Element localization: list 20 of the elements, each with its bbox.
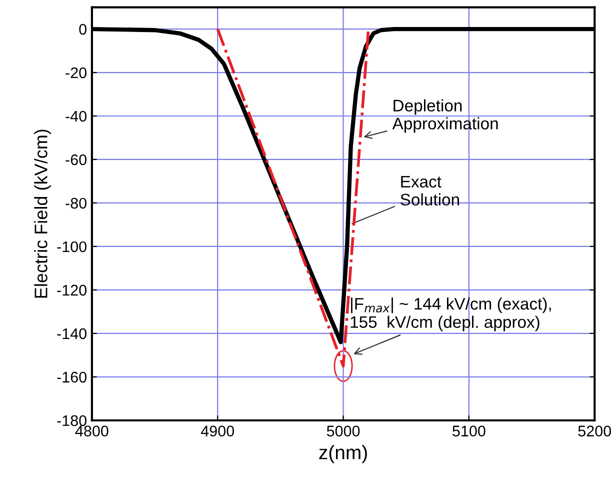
- x-tick-label: 5000: [326, 426, 360, 436]
- y-tick-label: -80: [66, 198, 86, 209]
- x-tick-label: 4800: [75, 426, 108, 436]
- y-tick-label: 0: [79, 24, 86, 35]
- annotation: |F$_{max}$| ~ 144 kV/cm (exact), 155 kV/cm (depl. approx): [350, 297, 551, 332]
- y-axis-title: Electric Field (kV/cm): [34, 130, 51, 298]
- x-tick-label: 5100: [452, 426, 486, 436]
- annotation: Exact Solution: [400, 176, 459, 206]
- y-tick-label: -140: [57, 328, 86, 340]
- x-axis-title: z(nm): [319, 445, 367, 464]
- y-tick-label: -100: [57, 241, 86, 252]
- y-tick-label: -180: [57, 415, 86, 426]
- y-tick-label: -160: [57, 372, 86, 383]
- y-tick-label: -120: [57, 284, 86, 296]
- x-tick-label: 4900: [200, 426, 234, 436]
- y-tick-label: -40: [66, 110, 86, 122]
- x-tick-label: 5200: [578, 426, 612, 436]
- y-tick-label: -20: [66, 67, 86, 78]
- annotation: Depletion Approximation: [392, 99, 498, 133]
- y-tick-label: -60: [66, 154, 86, 166]
